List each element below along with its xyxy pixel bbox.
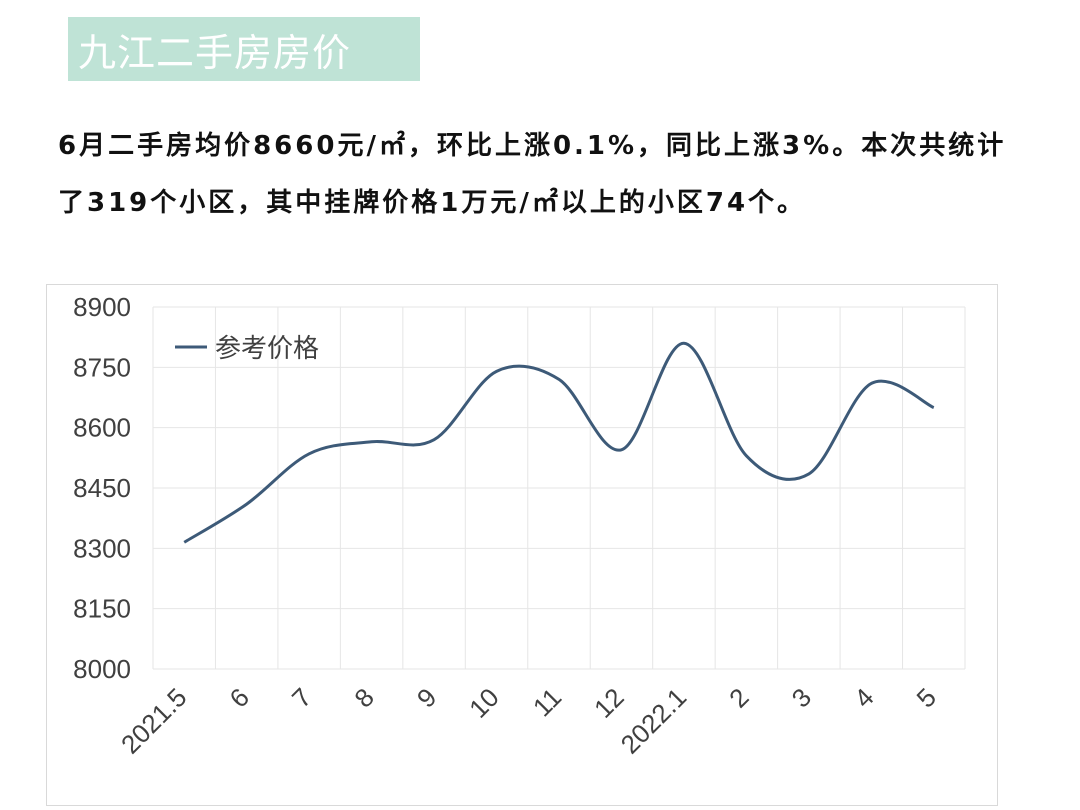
chart-container: 8000 8150 8300 8450 8600 8750 8900 2021.5 6 7 8 9 10… bbox=[46, 284, 998, 806]
x-tick-label: 2 bbox=[723, 682, 754, 713]
x-tick-label: 6 bbox=[223, 682, 254, 713]
y-tick-label: 8600 bbox=[73, 413, 131, 443]
y-tick-label: 8000 bbox=[73, 654, 131, 684]
summary-text: 6月二手房均价8660元/㎡，环比上涨0.1%，同比上涨3%。本次共统计了319… bbox=[58, 131, 1007, 218]
data-point bbox=[682, 342, 685, 345]
series-line-参考价格 bbox=[183, 341, 935, 544]
x-tick-label: 7 bbox=[286, 682, 317, 713]
x-tick-label: 10 bbox=[463, 682, 505, 724]
x-tick-label: 3 bbox=[786, 682, 817, 713]
y-tick-label: 8150 bbox=[73, 594, 131, 624]
data-point bbox=[807, 472, 810, 475]
data-point bbox=[932, 406, 935, 409]
data-point bbox=[620, 448, 623, 451]
data-point bbox=[745, 454, 748, 457]
data-point bbox=[183, 541, 186, 544]
y-tick-label: 8300 bbox=[73, 533, 131, 563]
legend-label: 参考价格 bbox=[215, 334, 319, 364]
data-point bbox=[245, 503, 248, 506]
y-tick-label: 8900 bbox=[73, 292, 131, 322]
x-tick-label: 12 bbox=[588, 682, 630, 724]
data-point bbox=[433, 438, 436, 441]
x-tick-label: 4 bbox=[848, 682, 879, 713]
x-tick-label: 5 bbox=[911, 682, 942, 713]
y-tick-label: 8750 bbox=[73, 352, 131, 382]
data-point bbox=[308, 452, 311, 455]
data-point bbox=[558, 378, 561, 381]
x-tick-label: 2022.1 bbox=[615, 682, 692, 759]
x-tick-label: 8 bbox=[348, 682, 379, 713]
x-tick-label: 2021.5 bbox=[115, 682, 192, 759]
x-tick-label: 9 bbox=[411, 682, 442, 713]
page-title: 九江二手房房价 bbox=[78, 30, 352, 75]
line-chart: 8000 8150 8300 8450 8600 8750 8900 2021.5 6 7 8 9 10… bbox=[73, 292, 966, 759]
data-point bbox=[370, 440, 373, 443]
title-banner: 九江二手房房价 bbox=[68, 17, 420, 81]
x-tick-label: 11 bbox=[527, 682, 567, 722]
data-point bbox=[870, 382, 873, 385]
data-point bbox=[495, 370, 498, 373]
y-tick-label: 8450 bbox=[73, 473, 131, 503]
